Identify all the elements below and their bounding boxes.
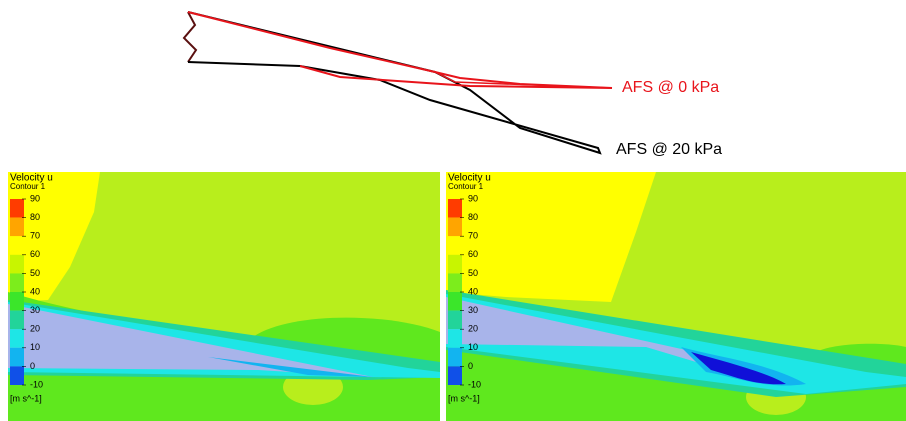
colorbar-tick-label: 90 bbox=[30, 193, 40, 203]
colorbar-tick-label: 80 bbox=[468, 212, 478, 222]
colorbar-tick-label: 0 bbox=[30, 361, 35, 371]
series-label: AFS @ 20 kPa bbox=[616, 141, 722, 158]
colorbar-unit: [m s^-1] bbox=[10, 393, 42, 403]
colorbar-tick-label: 20 bbox=[30, 324, 40, 334]
colorbar-band bbox=[10, 217, 24, 237]
legend-subtitle: Contour 1 bbox=[10, 182, 46, 191]
colorbar-tick-label: 10 bbox=[30, 342, 40, 352]
airfoil-sketch bbox=[182, 11, 613, 155]
colorbar-tick-label: -10 bbox=[468, 379, 481, 389]
colorbar-band bbox=[10, 273, 24, 292]
colorbar-tick-label: 90 bbox=[468, 193, 478, 203]
colorbar-band bbox=[10, 254, 24, 274]
colorbar-band bbox=[448, 347, 462, 367]
colorbar-tick-label: 70 bbox=[30, 231, 40, 241]
colorbar-band bbox=[10, 236, 24, 255]
colorbar-band bbox=[10, 310, 24, 330]
colorbar-band bbox=[448, 292, 462, 311]
colorbar-band bbox=[448, 254, 462, 274]
colorbar-tick-label: 40 bbox=[30, 286, 40, 296]
legend-subtitle: Contour 1 bbox=[448, 182, 484, 191]
colorbar-band bbox=[448, 273, 462, 292]
colorbar-band bbox=[448, 236, 462, 255]
colorbar-tick-label: 20 bbox=[468, 324, 478, 334]
colorbar-band bbox=[448, 310, 462, 330]
colorbar-tick-label: 30 bbox=[30, 305, 40, 315]
colorbar-tick-label: 80 bbox=[30, 212, 40, 222]
colorbar-band bbox=[10, 329, 24, 348]
colorbar-unit: [m s^-1] bbox=[448, 393, 480, 403]
colorbar-band bbox=[10, 366, 24, 385]
colorbar-band bbox=[10, 347, 24, 367]
colorbar-tick-label: 0 bbox=[468, 361, 473, 371]
series-label: AFS @ 0 kPa bbox=[622, 79, 719, 96]
colorbar-tick-label: -10 bbox=[30, 379, 43, 389]
colorbar-tick-label: 40 bbox=[468, 286, 478, 296]
colorbar-band bbox=[10, 292, 24, 311]
legend-title: Velocity u bbox=[10, 173, 53, 184]
colorbar-band bbox=[10, 199, 24, 218]
colorbar-band bbox=[448, 199, 462, 218]
colorbar-tick-label: 10 bbox=[468, 342, 478, 352]
colorbar-band bbox=[448, 366, 462, 385]
colorbar-band bbox=[448, 329, 462, 348]
colorbar-band bbox=[448, 217, 462, 237]
colorbar-tick-label: 60 bbox=[30, 249, 40, 259]
legend-title: Velocity u bbox=[448, 173, 491, 184]
colorbar-tick-label: 30 bbox=[468, 305, 478, 315]
colorbar-tick-label: 50 bbox=[468, 268, 478, 278]
colorbar-tick-label: 70 bbox=[468, 231, 478, 241]
colorbar-tick-label: 50 bbox=[30, 268, 40, 278]
colorbar-tick-label: 60 bbox=[468, 249, 478, 259]
